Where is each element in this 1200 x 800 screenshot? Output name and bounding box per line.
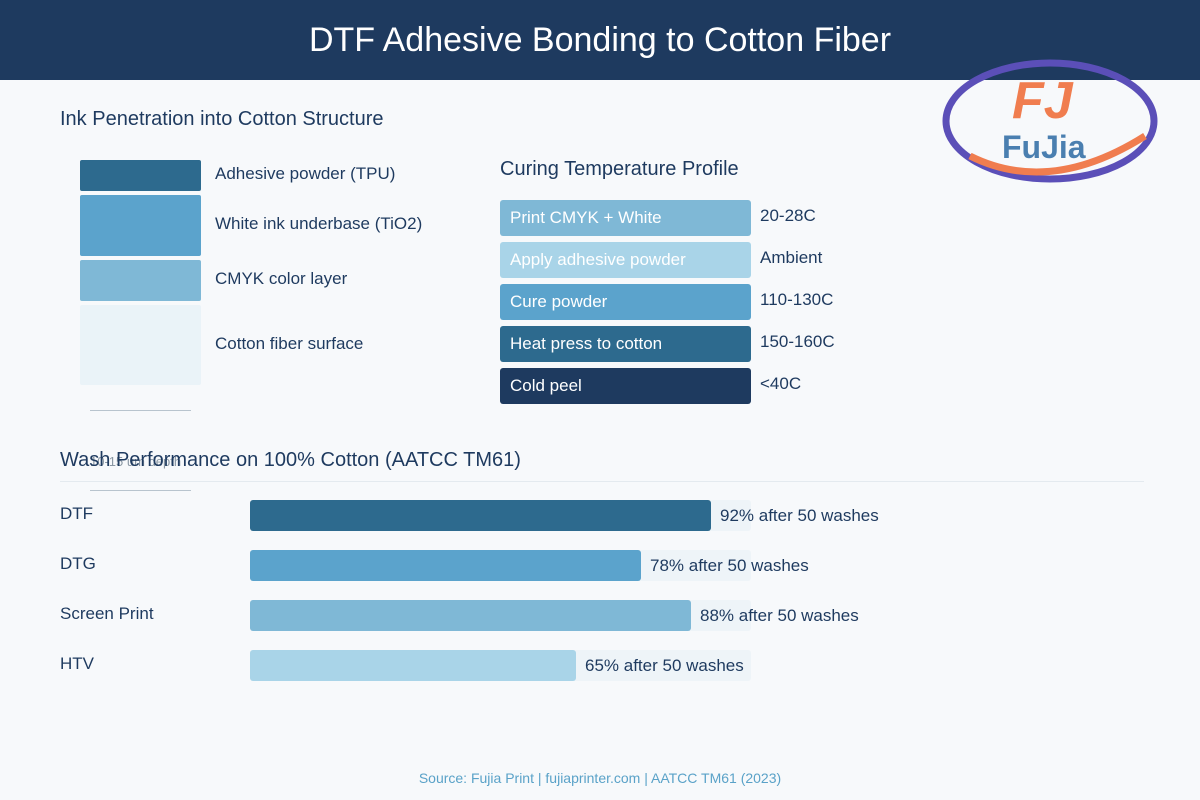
chart-title: Wash Performance on 100% Cotton (AATCC T… — [60, 449, 521, 471]
layer-block-adhesive — [80, 160, 201, 191]
curing-temp-cure: 110-130C — [760, 290, 834, 309]
depth-marker-bottom — [90, 490, 191, 491]
layer-label-cmyk: CMYK color layer — [215, 269, 348, 288]
layer-label-white-ink: White ink underbase (TiO2) — [215, 214, 423, 233]
bar-label-dtf: 92% after 50 washes — [720, 506, 879, 525]
layer-label-cotton: Cotton fiber surface — [215, 334, 364, 353]
curing-step-cure: Cure powder — [500, 284, 751, 320]
curing-step-powder: Apply adhesive powder — [500, 242, 751, 278]
curing-temp-powder: Ambient — [760, 248, 823, 267]
curing-temp-peel: <40C — [760, 374, 802, 393]
curing-title: Curing Temperature Profile — [500, 158, 739, 180]
chart-divider — [60, 481, 1144, 482]
layer-block-cmyk — [80, 260, 201, 301]
source-note: Source: Fujia Print | fujiaprinter.com |… — [418, 770, 782, 786]
bar-category-dtf: DTF — [60, 504, 94, 523]
bar-dtf — [250, 500, 711, 531]
bar-category-screen-print: Screen Print — [60, 604, 154, 623]
page-title: DTF Adhesive Bonding to Cotton Fiber — [308, 20, 892, 59]
layer-label-adhesive: Adhesive powder (TPU) — [215, 164, 396, 183]
bar-screen-print — [250, 600, 691, 631]
layers-title: Ink Penetration into Cotton Structure — [60, 108, 384, 130]
layer-block-cotton — [80, 305, 201, 385]
layer-block-white-ink — [80, 195, 201, 256]
bar-label-htv: 65% after 50 washes — [585, 656, 744, 675]
depth-marker-top — [90, 410, 191, 411]
bar-dtg — [250, 550, 641, 581]
curing-step-peel: Cold peel — [500, 368, 751, 404]
depth-label: 10-15 um depth — [90, 454, 182, 469]
curing-step-press: Heat press to cotton — [500, 326, 751, 362]
logo-name: FuJia — [1002, 129, 1086, 165]
header-bar: DTF Adhesive Bonding to Cotton Fiber — [0, 0, 1200, 80]
curing-step-print: Print CMYK + White — [500, 200, 751, 236]
fujia-logo: FJ FuJia — [942, 59, 1158, 183]
bar-label-screen-print: 88% after 50 washes — [700, 606, 859, 625]
curing-temp-press: 150-160C — [760, 332, 835, 351]
logo-letters: FJ — [1012, 72, 1074, 130]
bar-category-htv: HTV — [60, 654, 94, 673]
bar-label-dtg: 78% after 50 washes — [650, 556, 809, 575]
bar-htv — [250, 650, 576, 681]
curing-temp-print: 20-28C — [760, 206, 816, 225]
bar-category-dtg: DTG — [60, 554, 96, 573]
